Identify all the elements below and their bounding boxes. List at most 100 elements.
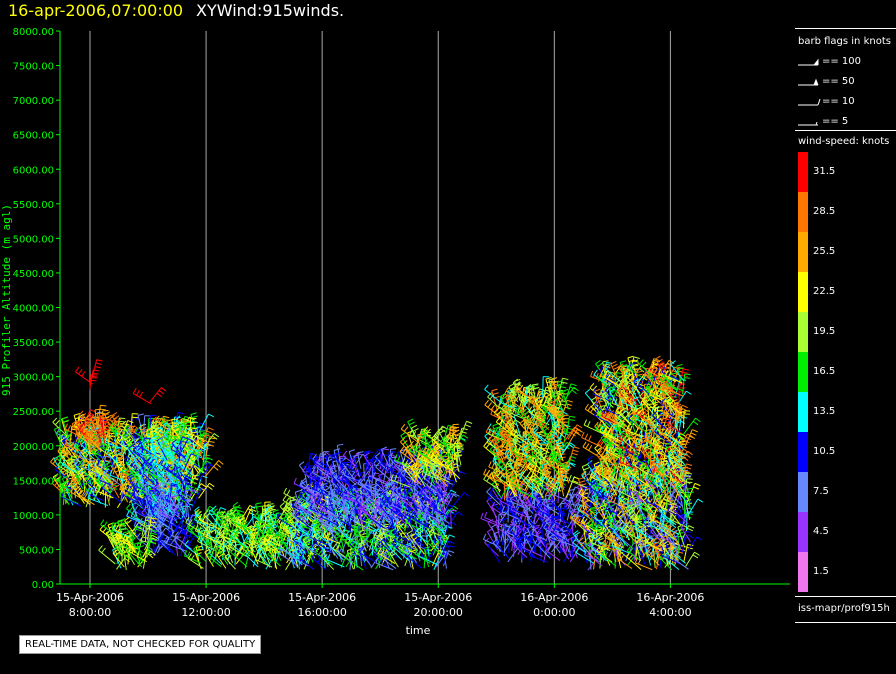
barb-staff [61, 496, 82, 507]
barb-flag [206, 430, 213, 434]
wind-barb [95, 466, 115, 480]
barb-flag [200, 483, 207, 488]
barb-flag [61, 459, 66, 466]
barb-flag [98, 467, 103, 474]
wind-barb [80, 460, 101, 476]
barb-flag [64, 446, 69, 453]
barb-flag [105, 433, 110, 440]
barb-flag [294, 489, 301, 493]
barb-flag [62, 475, 68, 480]
barb-flag [100, 519, 105, 525]
barb-flag [115, 420, 121, 424]
barb-staff [75, 459, 79, 479]
barb-staff [112, 457, 120, 475]
barb-flag [72, 482, 78, 488]
barb-flag [286, 489, 291, 496]
wind-barb [73, 457, 84, 477]
barb-flag [94, 450, 100, 456]
barb-flag [87, 488, 92, 495]
barb-flag [101, 468, 107, 474]
barb-flag [70, 486, 75, 493]
barb-flag [98, 485, 102, 492]
wind-barb [61, 459, 78, 474]
barb-flag [190, 412, 197, 415]
barb-flag [150, 532, 158, 535]
barb-flag [89, 430, 96, 434]
barb-flag [54, 480, 59, 486]
wind-barb [89, 369, 100, 388]
barb-flag [83, 492, 88, 499]
barb-flag [74, 436, 78, 442]
wind-barb [63, 430, 80, 451]
barb-flag [209, 482, 215, 488]
barb-flag [81, 440, 87, 445]
barb-flag [208, 440, 215, 443]
wind-barb [87, 488, 105, 502]
barb-flag [95, 466, 99, 473]
barb-flag [63, 430, 69, 436]
barb-flag [52, 417, 58, 423]
barb-flag [124, 516, 130, 522]
barb-flag [91, 460, 96, 467]
barb-staff [80, 451, 92, 467]
barb-flag [219, 537, 224, 544]
barb-staff [53, 429, 64, 450]
barb-flag [213, 466, 219, 471]
barb-flag [80, 470, 86, 476]
wind-barb [81, 440, 94, 459]
barb-flag [200, 430, 207, 432]
barb-staff [58, 448, 78, 459]
wind-barb [98, 545, 116, 565]
barb-flag [70, 446, 75, 452]
barb-flag [118, 420, 125, 423]
barb-flag [104, 461, 111, 466]
barb-flag [78, 489, 84, 495]
barb-staff [132, 392, 152, 405]
barb-flag [94, 365, 101, 369]
barb-flag [54, 420, 60, 426]
barb-flag [207, 485, 213, 490]
barb-flag [111, 482, 118, 486]
barb-flag [100, 404, 107, 407]
barb-flag [129, 506, 134, 512]
barb-flag [54, 473, 59, 479]
barb-flag [62, 468, 68, 473]
barb-flag [62, 416, 69, 420]
barb-staff [59, 460, 77, 473]
barb-flag [113, 484, 120, 489]
barb-staff [117, 423, 122, 440]
wind-barb [94, 484, 114, 499]
barb-flag [191, 427, 198, 430]
barb-flag [87, 492, 91, 499]
barb-flag [54, 426, 61, 430]
barb-flag [80, 460, 85, 467]
barb-flag [200, 433, 207, 436]
wind-profile-chart: 0.00500.001000.001500.002000.002500.0030… [0, 27, 790, 637]
wind-barb [74, 460, 89, 477]
barb-flag [178, 411, 185, 415]
barb-flag [161, 387, 167, 392]
barb-flag [110, 479, 117, 484]
barb-flag [181, 418, 188, 421]
header-date: 16-apr-2006,07:00:00 [8, 1, 184, 20]
barb-flag [96, 359, 103, 362]
barb-flag [120, 422, 127, 425]
barb-flag [207, 427, 214, 431]
barb-flag [99, 408, 106, 411]
barb-flag [61, 491, 65, 498]
barb-flag [78, 419, 85, 422]
barb-flag [126, 503, 131, 509]
barb-flag [163, 415, 170, 419]
barb-flag [86, 477, 92, 483]
barb-flag [238, 510, 245, 513]
barb-flag [283, 487, 288, 494]
barb-flag [213, 433, 220, 438]
barb-flag [149, 541, 156, 544]
barb-flag [184, 540, 189, 546]
barb-staff [63, 434, 80, 451]
barb-flag [104, 444, 109, 450]
barb-flag [78, 467, 84, 473]
wind-barb [51, 478, 67, 497]
wind-barbs [50, 355, 704, 571]
barb-flag [52, 458, 57, 465]
